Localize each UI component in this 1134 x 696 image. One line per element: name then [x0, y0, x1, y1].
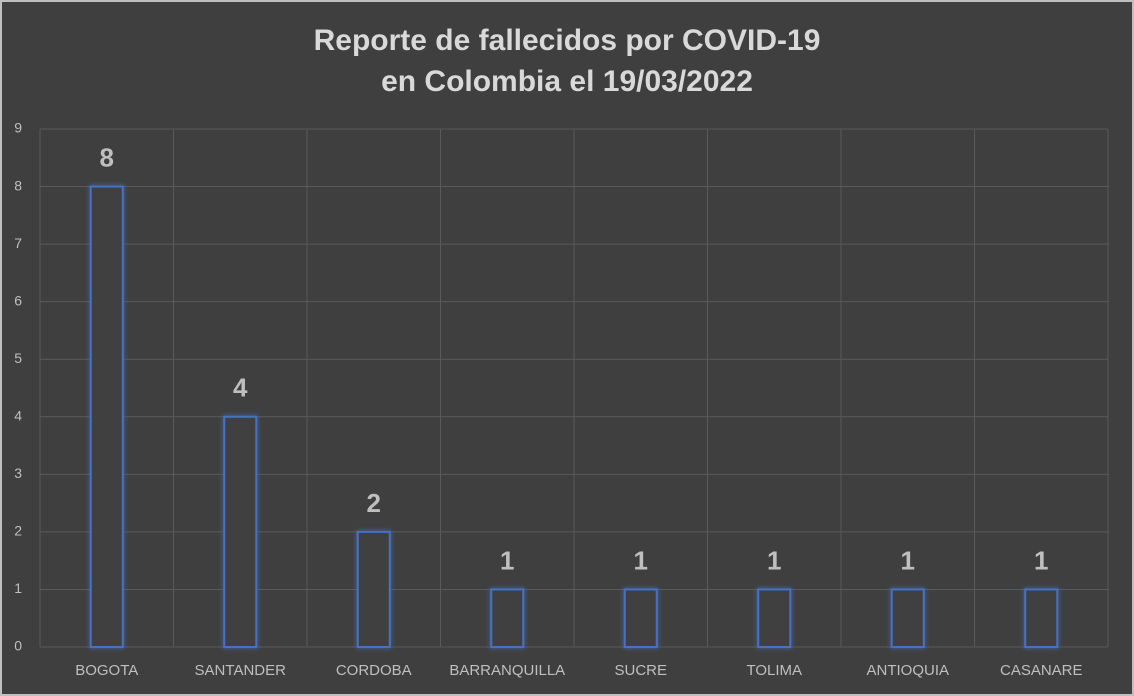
data-label: 4: [233, 373, 248, 403]
data-label: 1: [767, 545, 781, 575]
data-label: 1: [500, 545, 514, 575]
bar: [1024, 588, 1059, 649]
data-label: 1: [1034, 545, 1048, 575]
x-tick-label: SUCRE: [614, 662, 667, 679]
y-tick-label: 5: [14, 350, 22, 366]
y-tick-label: 4: [14, 407, 22, 423]
x-tick-label: CASANARE: [1000, 662, 1083, 679]
chart-title: Reporte de fallecidos por COVID-19: [314, 24, 821, 57]
chart-title: en Colombia el 19/03/2022: [381, 65, 753, 98]
bar: [89, 185, 124, 649]
x-tick-label: TOLIMA: [746, 662, 802, 679]
y-tick-label: 8: [14, 177, 22, 193]
bar: [490, 588, 525, 649]
x-tick-label: SANTANDER: [195, 662, 287, 679]
bar: [623, 588, 658, 649]
data-label: 1: [901, 545, 915, 575]
data-label: 1: [634, 545, 648, 575]
x-tick-label: CORDOBA: [336, 662, 412, 679]
bar: [223, 415, 258, 648]
bar: [757, 588, 792, 649]
x-tick-label: BARRANQUILLA: [449, 662, 565, 679]
y-tick-label: 2: [14, 523, 22, 539]
data-label: 8: [100, 142, 114, 172]
y-tick-label: 7: [14, 235, 22, 251]
y-tick-label: 1: [14, 580, 22, 596]
data-label: 2: [367, 488, 381, 518]
bar: [890, 588, 925, 649]
x-tick-label: BOGOTA: [75, 662, 138, 679]
y-tick-label: 9: [14, 120, 22, 136]
y-tick-label: 0: [14, 638, 22, 654]
x-tick-label: ANTIOQUIA: [866, 662, 949, 679]
bar: [356, 530, 391, 649]
y-tick-label: 6: [14, 292, 22, 308]
y-tick-label: 3: [14, 465, 22, 481]
